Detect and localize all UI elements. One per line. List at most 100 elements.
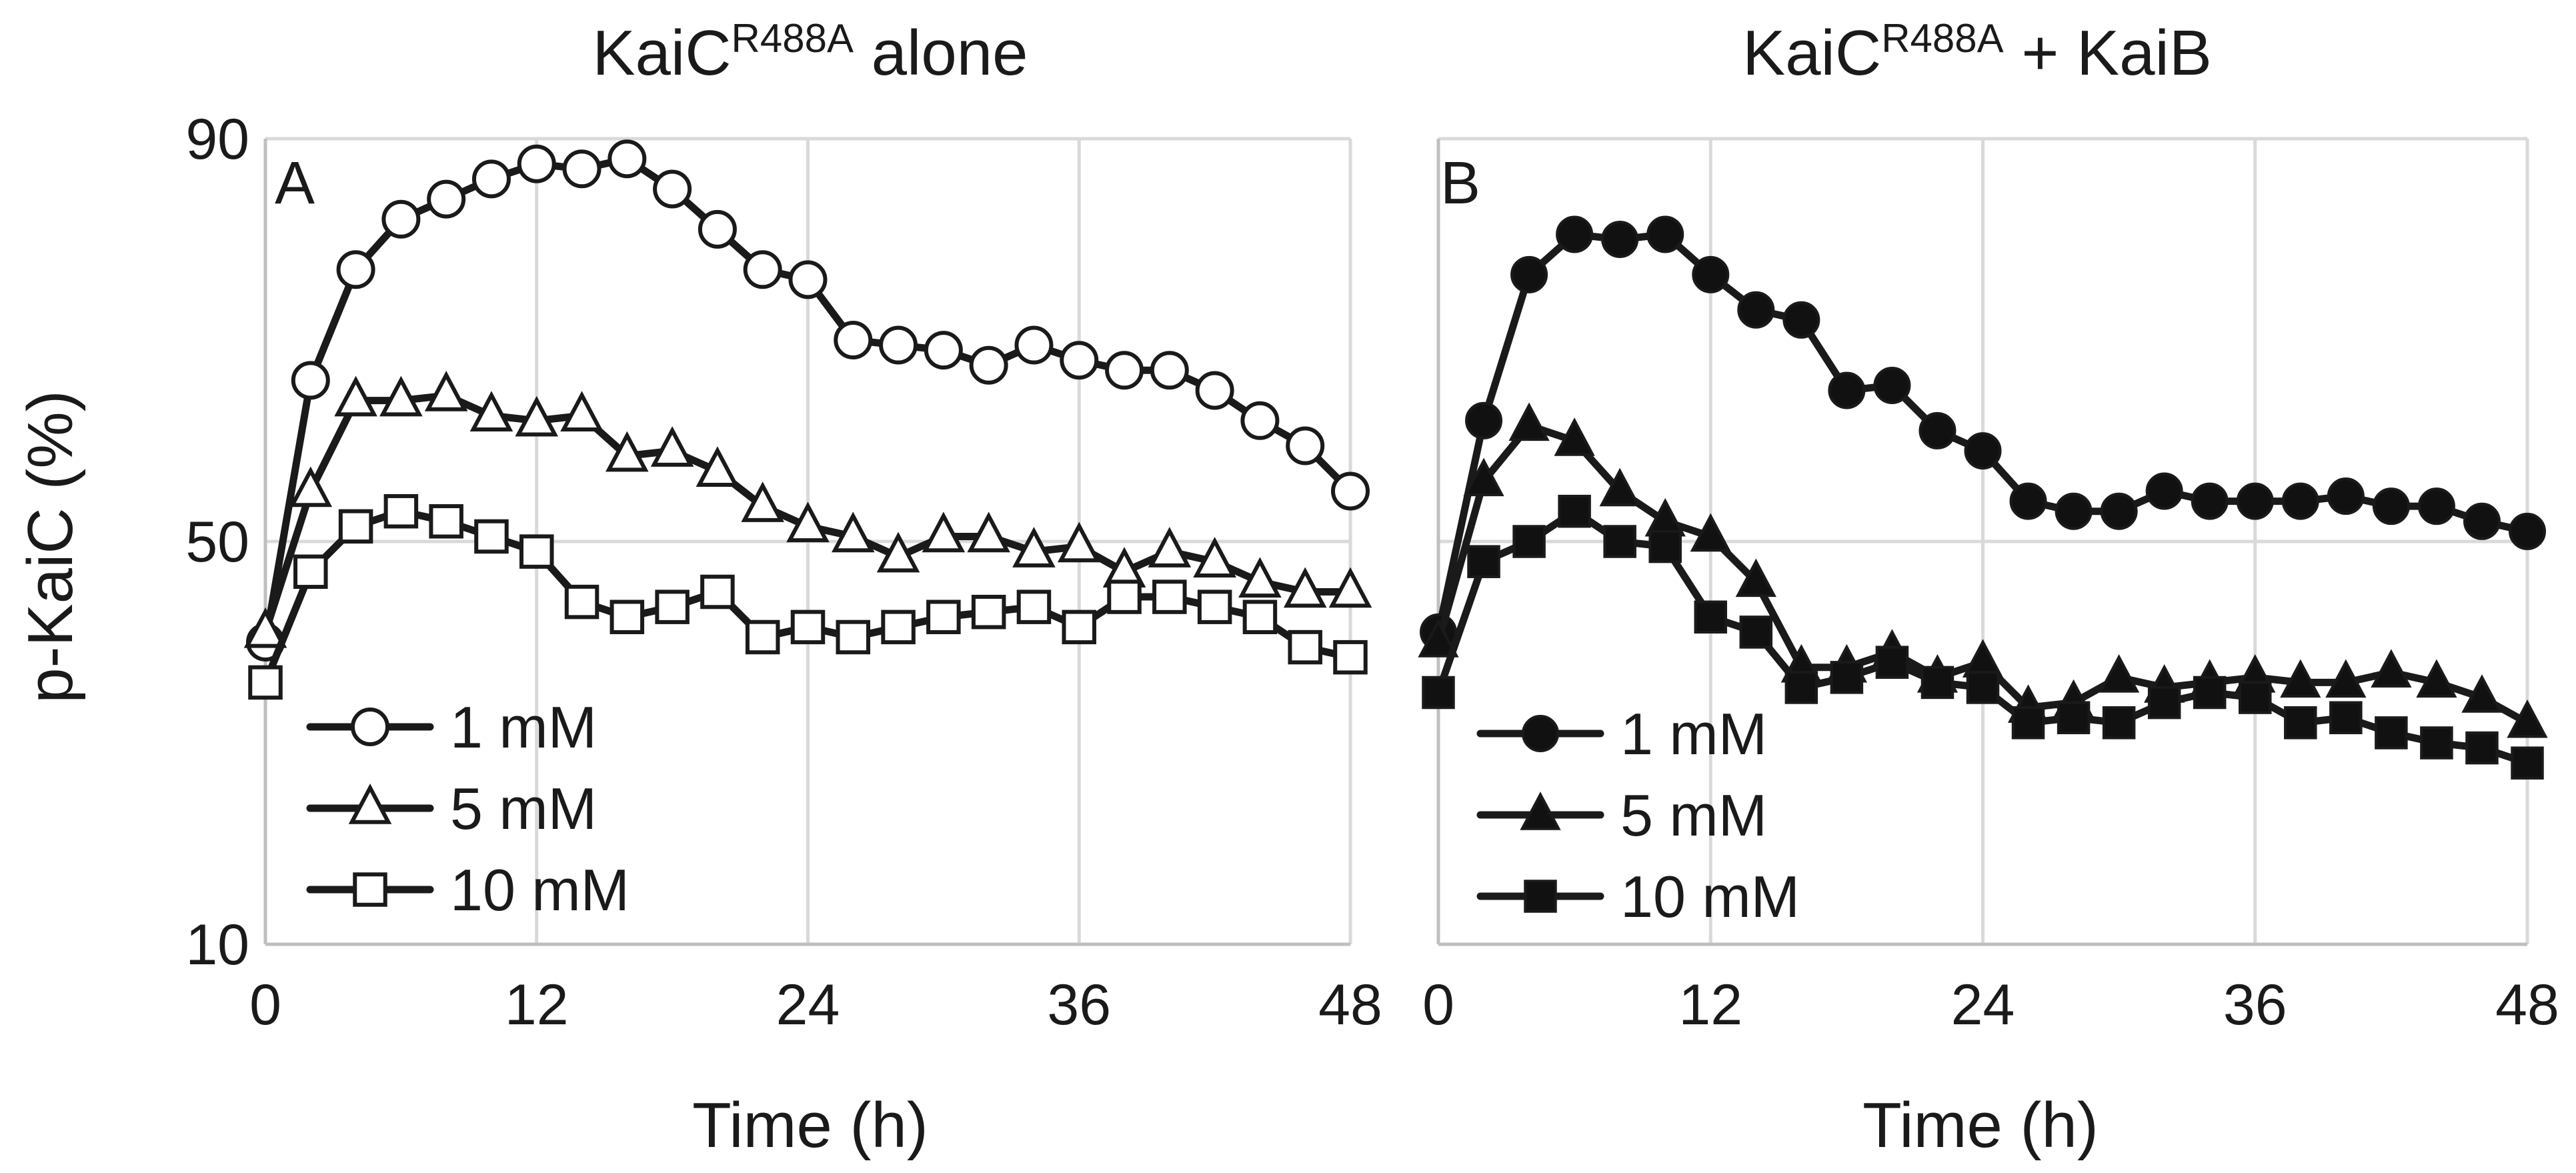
data-point [289,466,333,507]
data-point [1240,401,1280,440]
data-point [334,375,377,417]
y-tick-label: 50 [185,510,249,574]
data-point [1737,291,1775,329]
panel-label: B [1440,150,1480,217]
data-point [243,607,287,648]
data-point [1739,616,1773,649]
grid [1436,137,2529,946]
legend-marker [348,783,392,824]
data-point [379,375,423,417]
series-1-mm [246,139,1370,662]
data-point [1556,215,1594,253]
data-point [1197,590,1232,624]
data-point [2191,482,2229,520]
data-point [790,610,826,645]
data-point [1152,579,1187,614]
legend-label: 5 mM [450,776,597,842]
data-point [1601,221,1639,258]
legend: 1 mM 5 mM 10 mM [306,694,629,923]
y-axis-label: p-KaiC (%) [15,390,86,703]
series-10-mm [1422,494,2544,780]
data-point [1690,513,1731,552]
data-point [1830,661,1864,694]
legend-item: 10 mM [1476,864,1800,930]
data-point [700,574,735,610]
data-point [2009,482,2047,520]
data-point [2100,492,2138,530]
data-point [2511,746,2544,780]
data-point [609,600,645,634]
data-point [2057,701,2091,734]
data-point [2329,701,2363,734]
data-point [562,149,601,189]
data-point [836,620,871,655]
data-point [2507,699,2548,738]
data-point [560,391,603,431]
data-point [2055,492,2093,530]
data-point [2372,487,2410,525]
legend-item: 5 mM [306,776,597,842]
data-point [876,531,920,573]
data-point [1512,525,1546,558]
legend-item: 1 mM [306,694,597,760]
data-point [336,250,375,289]
panel-label: A [275,150,315,217]
data-point [788,260,828,299]
data-point [1195,371,1234,410]
data-point [786,501,830,543]
data-point [1242,600,1278,634]
data-point [1467,545,1500,578]
data-point [383,493,419,529]
data-point [2098,654,2140,693]
data-point [2239,681,2272,714]
data-point [1463,457,1504,497]
data-point [2417,487,2455,525]
data-point [834,321,873,359]
data-point [2145,472,2183,510]
data-point [1328,567,1372,608]
data-point [1060,341,1099,380]
legend-label: 5 mM [1620,782,1767,848]
data-point [1603,525,1636,558]
data-point [2465,731,2499,765]
y-tick-label: 10 [185,913,249,977]
data-point [1418,619,1459,658]
data-point [248,665,283,700]
data-point [1107,579,1142,614]
data-point [1692,255,1730,293]
series-5-mm [243,371,1372,648]
legend-marker [1520,792,1561,830]
data-point [1964,432,2002,470]
legend-marker [351,708,389,746]
data-point [469,391,513,431]
data-point [926,600,961,634]
data-point [2420,726,2453,760]
data-point [1648,529,1682,563]
data-point [515,395,559,437]
data-point [696,446,740,487]
data-point [427,179,466,219]
data-point [1784,671,1818,704]
data-point [1735,558,1776,598]
data-point [1422,676,1455,710]
data-point [564,584,599,620]
data-point [1333,640,1368,675]
data-point [1554,417,1595,456]
data-point [1966,671,2000,704]
data-point [1193,537,1236,577]
x-tick-label: 36 [1047,973,1111,1037]
x-axis-label: Time (h) [692,1090,928,1161]
data-point [293,554,328,590]
data-point [1331,471,1370,511]
data-point [650,426,694,467]
data-point [2416,659,2457,698]
data-point [338,509,373,544]
data-point [1150,351,1189,390]
legend-marker [1524,880,1557,913]
chart-panel-b: KaiCR488A + KaiB Time (h) B 0 12 24 36 48 1 … [1418,16,2559,1161]
data-point [1508,402,1550,441]
data-point [741,481,784,522]
data-point [1558,494,1591,528]
series-1-mm [1420,215,2546,651]
x-tick-label: 24 [1951,973,2015,1037]
